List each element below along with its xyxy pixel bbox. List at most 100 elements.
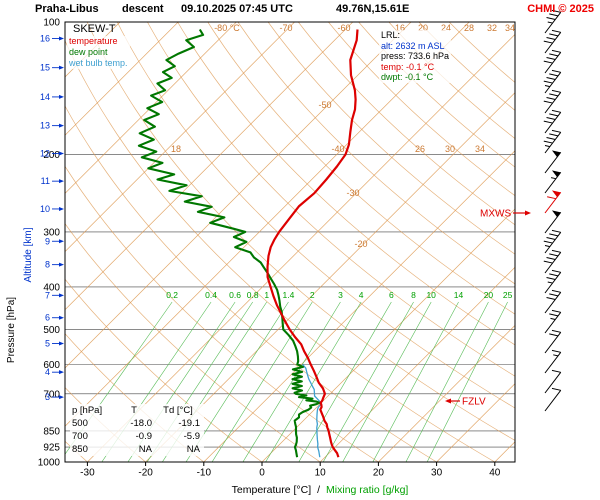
svg-text:2: 2 — [310, 290, 315, 300]
temperature-curve — [266, 29, 359, 458]
info-title: LRL: — [381, 30, 401, 40]
svg-text:-30: -30 — [80, 468, 95, 479]
altitude-axis-labels: 16 15 14 13 12 11 10 9 8 7 6 5 4 3 — [40, 33, 64, 402]
svg-text:7: 7 — [45, 290, 50, 300]
cell-td-700: -5.9 — [183, 431, 200, 442]
svg-text:1: 1 — [264, 290, 269, 300]
svg-text:500: 500 — [43, 325, 60, 336]
info-dewpoint: dwpt: -0.1 °C — [381, 72, 434, 82]
svg-text:10: 10 — [40, 204, 50, 214]
col-temperature: T — [131, 405, 137, 416]
svg-text:-70: -70 — [279, 23, 292, 33]
curve-legend: temperature dew point wet bulb temp. — [67, 36, 130, 69]
cell-p-500: 500 — [72, 418, 88, 429]
sounding-info-box: LRL: alt: 2632 m ASL press: 733.6 hPa te… — [379, 30, 452, 83]
x-axis-mixing-label: Mixing ratio [g/kg] — [326, 484, 409, 496]
cell-t-850: NA — [138, 444, 152, 455]
legend-item-temperature: temperature — [69, 36, 118, 46]
svg-text:25: 25 — [503, 290, 513, 300]
station-coordinates: 49.76N,15.61E — [336, 3, 410, 15]
svg-text:28: 28 — [464, 23, 474, 33]
info-altitude: alt: 2632 m ASL — [381, 40, 445, 51]
svg-text:34: 34 — [475, 144, 485, 154]
svg-text:6: 6 — [45, 313, 50, 323]
svg-text:200: 200 — [43, 150, 60, 161]
svg-text:6: 6 — [389, 290, 394, 300]
svg-text:-50: -50 — [318, 100, 331, 110]
info-temperature: temp: -0.1 °C — [381, 61, 435, 72]
svg-text:0.8: 0.8 — [247, 290, 259, 300]
isotherms — [65, 22, 515, 462]
svg-text:0: 0 — [259, 468, 265, 479]
svg-text:18: 18 — [171, 144, 181, 154]
svg-text:8: 8 — [411, 290, 416, 300]
legend-item-wetbulb: wet bulb temp. — [69, 58, 128, 68]
dry-adiabats — [65, 22, 515, 462]
svg-text:0.6: 0.6 — [229, 290, 241, 300]
cell-p-700: 700 — [72, 431, 88, 442]
svg-text:10: 10 — [315, 468, 327, 479]
svg-text:20: 20 — [484, 290, 494, 300]
svg-text:13: 13 — [40, 121, 50, 131]
svg-text:5: 5 — [45, 339, 50, 349]
svg-text:20: 20 — [418, 23, 428, 33]
svg-text:30: 30 — [445, 144, 455, 154]
x-axis-temperature-label: Temperature [°C] — [231, 484, 312, 496]
wet-bulb-temp--curve — [302, 363, 322, 458]
plot-area — [65, 22, 515, 462]
svg-text:925: 925 — [43, 443, 60, 454]
svg-text:600: 600 — [43, 360, 60, 371]
svg-text:850: 850 — [43, 426, 60, 437]
sounding-type: descent — [122, 3, 164, 15]
copyright-label: CHMI © 2025 — [527, 3, 594, 15]
altitude-axis-title: Altitude [km] — [23, 227, 34, 282]
col-pressure: p [hPa] — [72, 405, 103, 416]
table-row: 500 -18.0 -19.1 — [72, 417, 202, 430]
svg-text:14: 14 — [40, 92, 50, 102]
svg-text:3: 3 — [338, 290, 343, 300]
svg-text:-80 °C: -80 °C — [214, 23, 240, 33]
legend-item-dewpoint: dew point — [69, 47, 108, 57]
svg-text:16: 16 — [40, 33, 50, 43]
svg-text:16: 16 — [395, 23, 405, 33]
svg-text:300: 300 — [43, 227, 60, 238]
svg-text:-10: -10 — [197, 468, 212, 479]
svg-text:32: 32 — [487, 23, 497, 33]
cell-p-850: 850 — [72, 444, 88, 455]
wind-barbs — [543, 9, 562, 412]
svg-text:4: 4 — [45, 367, 50, 377]
level-data-table: p [hPa] T Td [°C] 500 -18.0 -19.1 700 -0… — [70, 404, 204, 456]
svg-text:-20: -20 — [354, 239, 367, 249]
pressure-axis-labels: 100 200 300 400 500 600 700 850 925 1000 — [38, 18, 61, 469]
svg-text:14: 14 — [454, 290, 464, 300]
x-axis-caption: Temperature [°C] / Mixing ratio [g/kg] — [160, 484, 480, 496]
mixing-ratio-labels: 0.2 0.4 0.6 0.8 1 1.4 2 3 4 6 8 10 14 20 25 — [166, 290, 512, 300]
svg-text:-60: -60 — [337, 23, 350, 33]
pressure-axis-title: Pressure [hPa] — [6, 297, 17, 363]
svg-text:26: 26 — [415, 144, 425, 154]
svg-text:FZLV: FZLV — [462, 397, 486, 408]
cell-td-500: -19.1 — [178, 418, 200, 429]
mxws-marker: MXWS — [480, 209, 531, 220]
isotherm-labels: -80 °C -70 -60 16 20 24 28 32 34 -50 18 -40 26 30 34 -3… — [171, 23, 515, 249]
chart-type-label: SKEW-T — [73, 23, 116, 35]
sounding-datetime: 09.10.2025 07:45 UTC — [181, 3, 293, 15]
info-pressure: press: 733.6 hPa — [381, 51, 450, 61]
svg-text:MXWS: MXWS — [480, 209, 511, 220]
svg-text:20: 20 — [373, 468, 385, 479]
svg-text:1000: 1000 — [38, 458, 61, 469]
svg-text:4: 4 — [359, 290, 364, 300]
svg-text:40: 40 — [489, 468, 501, 479]
table-row: 700 -0.9 -5.9 — [72, 430, 202, 443]
svg-text:12: 12 — [40, 148, 50, 158]
svg-text:1.4: 1.4 — [283, 290, 295, 300]
table-row: 850 NA NA — [72, 443, 202, 456]
svg-text:11: 11 — [41, 176, 50, 186]
cell-t-700: -0.9 — [135, 431, 152, 442]
svg-text:0.2: 0.2 — [166, 290, 178, 300]
svg-text:-40: -40 — [331, 144, 344, 154]
svg-text:8: 8 — [45, 260, 50, 270]
svg-text:34: 34 — [505, 23, 515, 33]
dew-point-curve — [137, 28, 321, 458]
